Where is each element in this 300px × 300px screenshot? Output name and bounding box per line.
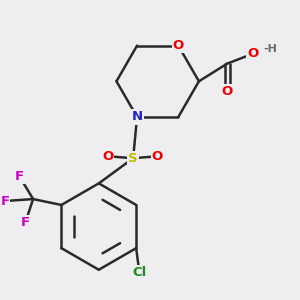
Text: F: F [15, 170, 24, 183]
Text: O: O [173, 39, 184, 52]
Text: N: N [131, 110, 142, 124]
Text: F: F [21, 216, 30, 229]
Text: F: F [0, 194, 9, 208]
Text: O: O [221, 85, 233, 98]
Text: O: O [247, 47, 258, 60]
Text: S: S [128, 152, 138, 165]
Text: O: O [102, 150, 113, 163]
Text: O: O [152, 150, 163, 163]
Text: Cl: Cl [132, 266, 146, 279]
Text: -H: -H [264, 44, 278, 54]
